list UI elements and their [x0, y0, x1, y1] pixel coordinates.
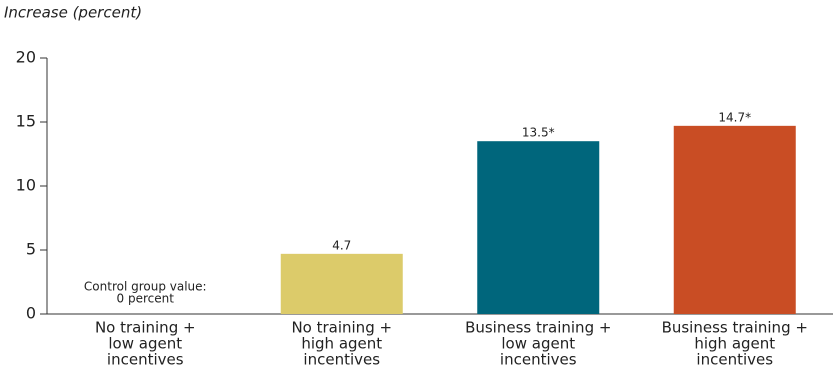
x-tick-label: low agent	[108, 335, 182, 353]
x-tick-label: incentives	[107, 351, 184, 369]
x-tick-label: No training +	[95, 319, 196, 337]
y-tick-label: 15	[16, 112, 36, 131]
annotation: 0 percent	[117, 292, 175, 306]
y-tick-label: 0	[26, 304, 36, 323]
chart-subtitle: Increase (percent)	[4, 4, 142, 22]
annotation: Control group value:	[84, 280, 207, 294]
bar	[280, 253, 403, 314]
x-tick-label: incentives	[500, 351, 577, 369]
bar	[673, 125, 796, 314]
x-tick-label: high agent	[694, 335, 775, 353]
value-label: 4.7	[332, 238, 351, 252]
y-tick-label: 20	[16, 48, 36, 67]
x-tick-label: low agent	[501, 335, 575, 353]
y-tick-label: 10	[16, 176, 36, 195]
x-tick-label: incentives	[696, 351, 773, 369]
x-tick-label: high agent	[301, 335, 382, 353]
value-label: 14.7*	[718, 110, 751, 124]
x-tick-label: Business training +	[662, 319, 808, 337]
bar	[477, 141, 600, 314]
x-tick-label: No training +	[291, 319, 392, 337]
value-label: 13.5*	[522, 126, 555, 140]
x-tick-label: Business training +	[465, 319, 611, 337]
x-tick-label: incentives	[303, 351, 380, 369]
y-tick-label: 5	[26, 240, 36, 259]
